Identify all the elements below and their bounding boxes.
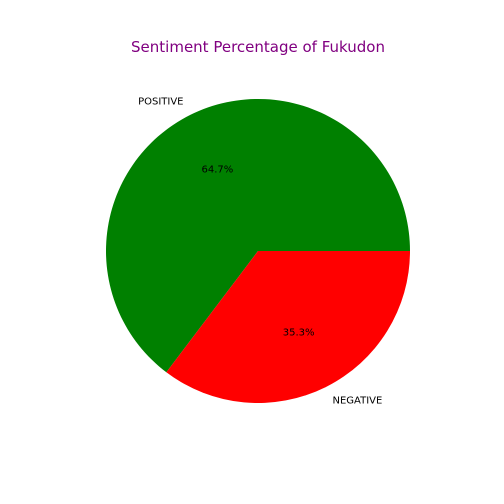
slice-label-positive: POSITIVE <box>138 96 183 107</box>
pie-slice-negative <box>166 251 410 403</box>
slice-percent-negative: 35.3% <box>283 328 315 339</box>
chart-title: Sentiment Percentage of Fukudon <box>131 38 385 56</box>
slice-label-negative: NEGATIVE <box>333 396 383 407</box>
slice-percent-positive: 64.7% <box>201 164 233 175</box>
pie-slice-positive <box>105 98 410 373</box>
